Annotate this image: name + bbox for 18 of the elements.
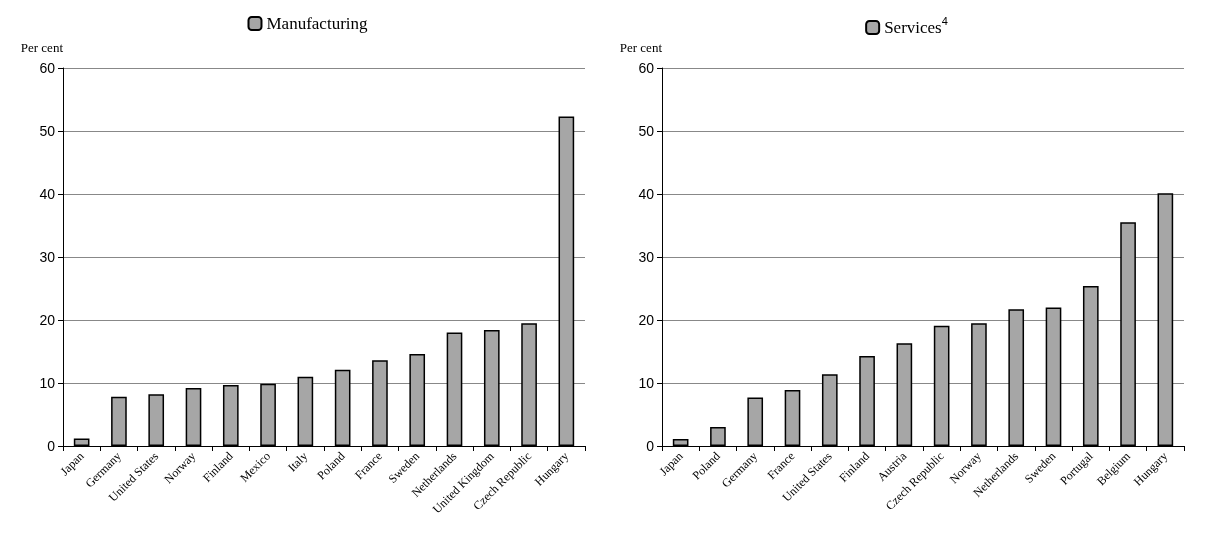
y-tick-label: 60 [638,60,655,76]
x-tick-label: Italy [284,449,311,475]
y-tick-label: 20 [39,312,56,328]
y-tick-label: 40 [39,186,56,202]
y-tick-label: 30 [39,249,56,265]
y-tick-label: 50 [39,123,56,139]
y-tick-label: 20 [638,312,655,328]
y-axis-title: Per cent [20,40,64,55]
y-tick-label: 10 [638,375,655,391]
y-tick-label: 10 [39,375,56,391]
y-tick-label: 50 [638,123,655,139]
y-tick-label: 30 [638,249,655,265]
y-tick-label: 40 [638,186,655,202]
y-tick-label: 0 [646,438,655,454]
y-tick-label: 0 [47,438,56,454]
legend-label: Manufacturing [266,14,369,33]
y-tick-label: 60 [39,60,56,76]
y-axis-title: Per cent [619,40,663,55]
